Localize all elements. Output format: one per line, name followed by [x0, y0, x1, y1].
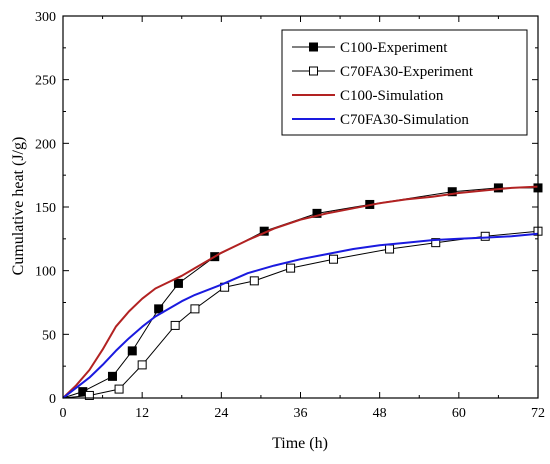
y-tick-label: 50 [42, 328, 56, 343]
y-tick-label: 0 [49, 392, 56, 407]
data-point [190, 304, 200, 314]
data-point [312, 208, 322, 218]
legend-label: C70FA30-Simulation [340, 112, 469, 128]
data-point [107, 371, 117, 381]
x-tick-label: 36 [294, 406, 308, 421]
series-c100-experiment [62, 183, 543, 399]
legend: C100-Experiment C70FA30-Experiment C100-Si… [281, 29, 528, 136]
x-tick-label: 0 [60, 406, 67, 421]
legend-label: C70FA30-Experiment [340, 64, 474, 80]
data-point [431, 238, 441, 248]
legend-label: C100-Simulation [340, 88, 444, 104]
x-axis-title: Time (h) [272, 435, 328, 452]
legend-swatch-marker [309, 42, 318, 52]
x-tick-label: 24 [214, 406, 228, 421]
series-line [62, 230, 539, 399]
series-c70fa30-experiment [62, 226, 543, 400]
data-point [447, 187, 457, 197]
data-point [154, 304, 164, 314]
axes-layer: 0 12 24 36 48 60 72 0 50 100 150 200 250 300 [35, 10, 545, 421]
series-layer [62, 183, 543, 400]
data-point [480, 231, 490, 241]
series-c70fa30-simulation [62, 232, 539, 399]
data-point [249, 276, 259, 286]
x-tick-label: 12 [135, 406, 149, 421]
data-point [286, 263, 296, 273]
x-tick-label: 48 [373, 406, 387, 421]
y-axis-title: Cumulative heat (J/g) [10, 137, 27, 276]
data-point [127, 346, 137, 356]
series-line [62, 185, 539, 399]
data-point [385, 244, 395, 254]
legend-label: C100-Experiment [340, 40, 448, 56]
x-tick-label: 72 [531, 406, 545, 421]
y-tick-label: 250 [35, 74, 56, 89]
y-tick-label: 300 [35, 10, 56, 25]
data-point [173, 278, 183, 288]
data-point [84, 390, 94, 400]
x-tick-label: 60 [452, 406, 466, 421]
data-point [328, 254, 338, 264]
data-point [170, 320, 180, 330]
y-tick-label: 150 [35, 201, 56, 216]
y-tick-label: 200 [35, 137, 56, 152]
data-point [114, 384, 124, 394]
legend-swatch-marker [309, 66, 318, 76]
series-c100-simulation [62, 185, 539, 399]
data-point [137, 360, 147, 370]
series-line [62, 232, 539, 399]
y-tick-label: 100 [35, 265, 56, 280]
